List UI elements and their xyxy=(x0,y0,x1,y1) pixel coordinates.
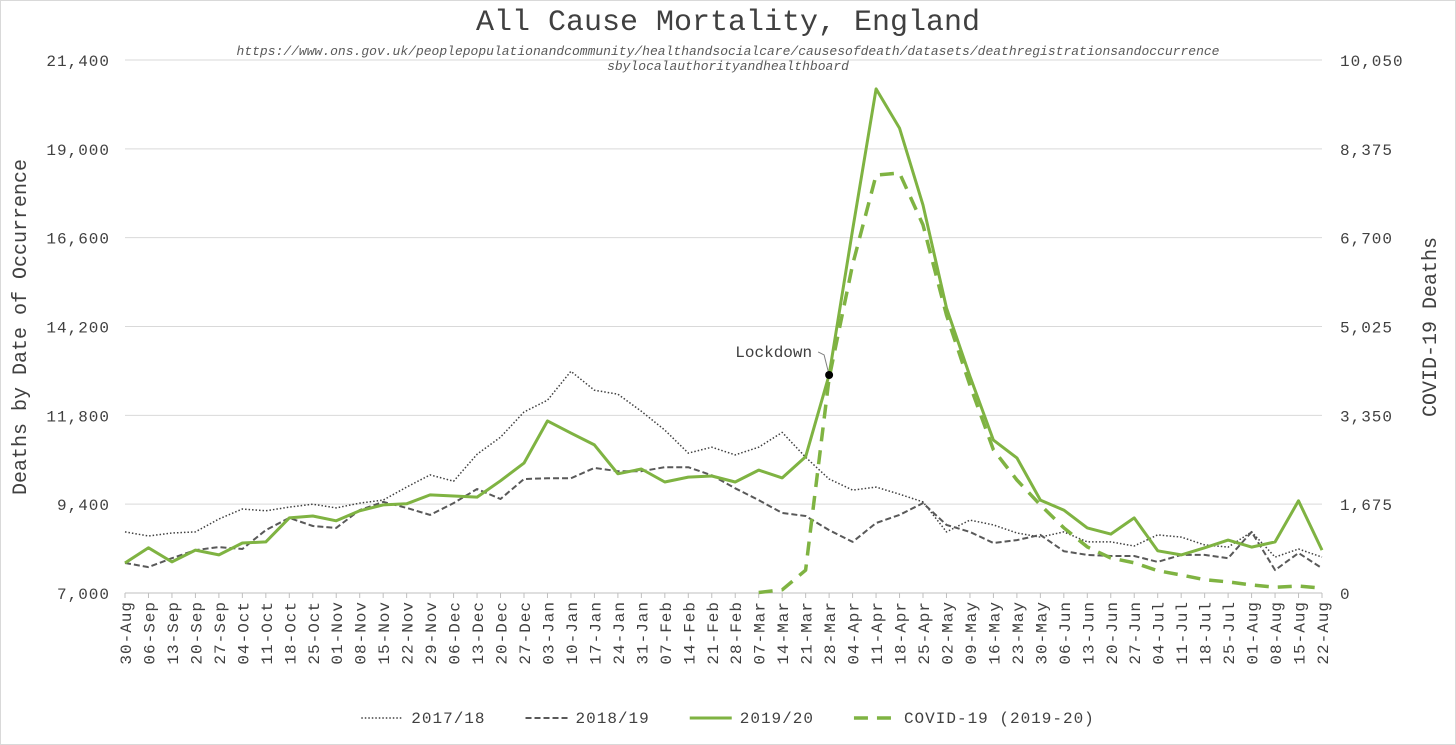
x-tick-label: 27-Dec xyxy=(517,601,535,665)
x-tick-label: 30-May xyxy=(1033,601,1051,665)
y2-tick-label: 6,700 xyxy=(1340,231,1393,249)
x-tick-label: 20-Jun xyxy=(1104,601,1122,665)
legend-label: 2017/18 xyxy=(411,710,485,728)
x-tick-label: 18-Jul xyxy=(1198,601,1216,665)
x-tick-label: 06-Jun xyxy=(1057,601,1075,665)
subtitle: sbylocalauthorityandhealthboard xyxy=(607,59,849,74)
x-tick-label: 27-Jun xyxy=(1127,601,1145,665)
x-tick-label: 17-Jan xyxy=(587,601,605,665)
x-tick-label: 14-Mar xyxy=(775,601,793,665)
x-tick-label: 04-Apr xyxy=(846,601,864,665)
annotation-point xyxy=(825,370,834,379)
x-tick-label: 31-Jan xyxy=(634,601,652,665)
x-tick-label: 30-Aug xyxy=(118,601,136,665)
legend-label: 2019/20 xyxy=(740,710,814,728)
x-tick-label: 02-May xyxy=(939,601,957,665)
x-tick-label: 11-Apr xyxy=(869,601,887,665)
y-tick-label: 16,600 xyxy=(46,231,110,249)
x-tick-label: 22-Nov xyxy=(400,601,418,665)
y2-tick-label: 3,350 xyxy=(1340,408,1393,426)
x-tick-label: 16-May xyxy=(986,601,1004,665)
x-tick-label: 20-Sep xyxy=(188,601,206,665)
legend-label: 2018/19 xyxy=(576,710,650,728)
x-tick-label: 28-Feb xyxy=(728,601,746,665)
x-tick-label: 01-Nov xyxy=(329,601,347,665)
y-tick-label: 19,000 xyxy=(46,142,110,160)
x-tick-label: 06-Sep xyxy=(141,601,159,665)
x-tick-label: 27-Sep xyxy=(212,601,230,665)
y-tick-label: 21,400 xyxy=(46,53,110,71)
y2-tick-label: 5,025 xyxy=(1340,320,1393,338)
x-tick-label: 23-May xyxy=(1010,601,1028,665)
x-tick-label: 24-Jan xyxy=(611,601,629,665)
annotation-leader xyxy=(817,351,830,376)
subtitle: https://www.ons.gov.uk/peoplepopulationa… xyxy=(237,44,1220,59)
x-tick-label: 22-Aug xyxy=(1315,601,1333,665)
x-tick-label: 07-Mar xyxy=(752,601,770,665)
x-tick-label: 28-Mar xyxy=(822,601,840,665)
legend-label: COVID-19 (2019-20) xyxy=(904,710,1095,728)
chart-title: All Cause Mortality, England xyxy=(476,6,980,40)
x-tick-label: 25-Apr xyxy=(916,601,934,665)
x-tick-label: 29-Nov xyxy=(423,601,441,665)
x-tick-label: 21-Feb xyxy=(705,601,723,665)
x-tick-label: 15-Aug xyxy=(1292,601,1310,665)
x-tick-label: 13-Jun xyxy=(1080,601,1098,665)
x-tick-label: 08-Nov xyxy=(353,601,371,665)
x-tick-label: 18-Apr xyxy=(893,601,911,665)
x-tick-label: 01-Aug xyxy=(1245,601,1263,665)
y2-axis-title: COVID-19 Deaths xyxy=(1420,237,1443,417)
x-tick-label: 20-Dec xyxy=(494,601,512,665)
y-axis-title: Deaths by Date of Occurrence xyxy=(10,159,33,495)
x-tick-label: 08-Aug xyxy=(1268,601,1286,665)
x-tick-label: 14-Feb xyxy=(681,601,699,665)
x-tick-label: 09-May xyxy=(963,601,981,665)
x-tick-label: 10-Jan xyxy=(564,601,582,665)
x-tick-label: 11-Jul xyxy=(1174,601,1192,665)
x-tick-label: 04-Jul xyxy=(1151,601,1169,665)
x-tick-label: 11-Oct xyxy=(259,601,277,665)
annotation-label: Lockdown xyxy=(735,344,812,362)
y2-tick-label: 8,375 xyxy=(1340,142,1393,160)
y2-tick-label: 0 xyxy=(1340,586,1351,604)
y-tick-label: 11,800 xyxy=(46,408,110,426)
y2-tick-label: 1,675 xyxy=(1340,497,1393,515)
y-tick-label: 14,200 xyxy=(46,320,110,338)
x-tick-label: 15-Nov xyxy=(376,601,394,665)
y-tick-label: 7,000 xyxy=(57,586,110,604)
x-tick-label: 03-Jan xyxy=(540,601,558,665)
x-tick-label: 06-Dec xyxy=(447,601,465,665)
series-line xyxy=(124,466,1323,572)
x-tick-label: 21-Mar xyxy=(799,601,817,665)
x-tick-label: 13-Dec xyxy=(470,601,488,665)
legend: 2017/18 2018/19 2019/20 COVID-19 (2019-20) xyxy=(361,710,1094,728)
x-tick-label: 25-Oct xyxy=(306,601,324,665)
y2-tick-label: 10,050 xyxy=(1340,53,1404,71)
y-tick-label: 9,400 xyxy=(57,497,110,515)
x-tick-label: 07-Feb xyxy=(658,601,676,665)
x-tick-label: 18-Oct xyxy=(282,601,300,665)
x-tick-label: 04-Oct xyxy=(235,601,253,665)
x-tick-label: 25-Jul xyxy=(1221,601,1239,665)
x-tick-label: 13-Sep xyxy=(165,601,183,665)
series-line xyxy=(124,87,1324,565)
